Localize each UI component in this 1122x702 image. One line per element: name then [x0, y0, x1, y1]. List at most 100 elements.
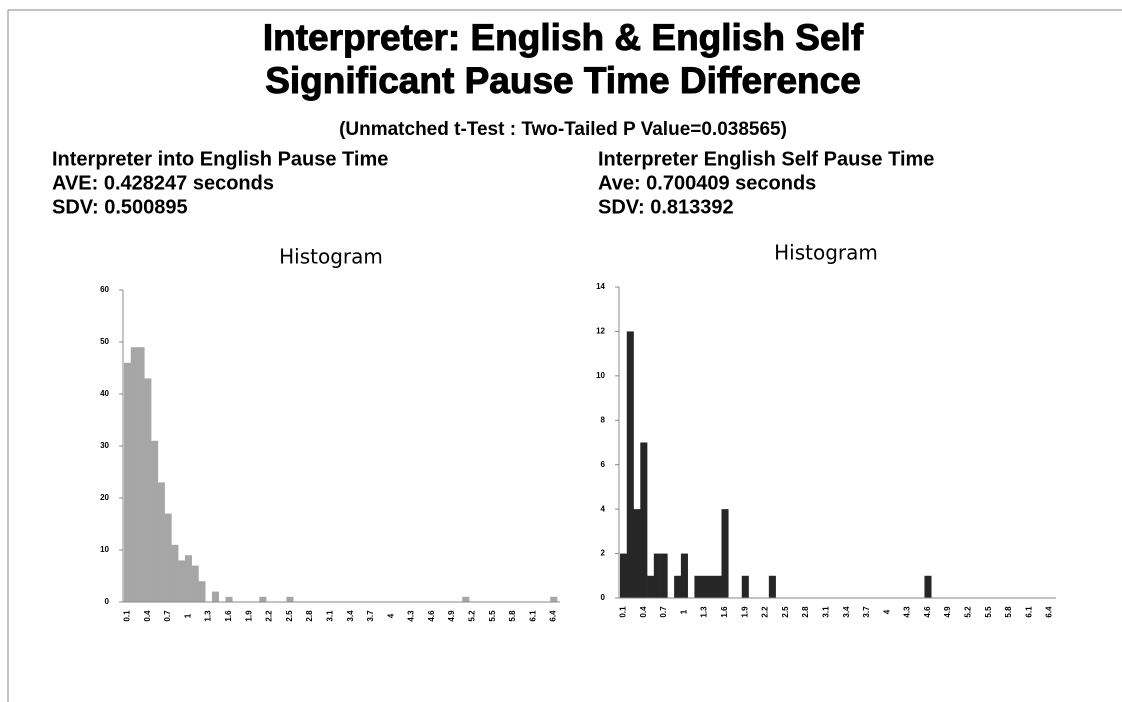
subtitle: (Unmatched t-Test : Two-Tailed P Value=0… [339, 119, 787, 140]
y-tick-label: 12 [596, 327, 605, 336]
bar [640, 442, 648, 598]
bar [462, 596, 470, 602]
y-tick-label: 40 [100, 389, 109, 398]
title-line: Significant Pause Time Difference [265, 60, 861, 101]
bar [633, 509, 641, 598]
bar [674, 575, 682, 598]
x-tick-label: 3.7 [862, 606, 871, 618]
x-tick-label: 6.4 [549, 610, 558, 622]
y-tick-label: 60 [100, 285, 109, 294]
bar [178, 560, 186, 602]
bar [130, 347, 138, 602]
x-tick-label: 1.3 [204, 610, 213, 622]
x-tick-label: 6.1 [1024, 606, 1033, 618]
x-tick-label: 3.7 [366, 610, 375, 622]
x-tick-label: 0.1 [618, 606, 627, 618]
stat-heading: Interpreter English Self Pause Time [598, 148, 934, 170]
bar [660, 553, 668, 598]
stat-ave: Ave: 0.700409 seconds [598, 172, 816, 194]
x-tick-label: 3.4 [842, 606, 851, 618]
bar [171, 544, 179, 602]
y-tick-label: 0 [601, 593, 606, 602]
x-tick-label: 2.8 [305, 610, 314, 622]
bar [286, 596, 294, 602]
bar [137, 347, 145, 602]
stat-sdv: SDV: 0.813392 [598, 196, 734, 218]
bar [550, 596, 558, 602]
bar [680, 553, 688, 598]
bar [694, 575, 702, 598]
x-tick-label: 2.2 [265, 610, 274, 622]
y-tick-label: 10 [596, 371, 605, 380]
x-tick-label: 3.4 [346, 610, 355, 622]
x-tick-label: 2.5 [285, 610, 294, 622]
bar [164, 513, 172, 602]
bar [225, 596, 233, 602]
bar [620, 553, 628, 598]
x-tick-label: 4.3 [903, 606, 912, 618]
x-tick-label: 1.9 [244, 610, 253, 622]
x-tick-label: 5.2 [468, 610, 477, 622]
bar [707, 575, 716, 598]
x-tick-label: 1.3 [700, 606, 709, 618]
bar [157, 482, 165, 602]
stat-sdv: SDV: 0.500895 [52, 196, 188, 218]
y-tick-label: 20 [100, 493, 109, 502]
bar [184, 555, 192, 602]
x-tick-label: 3.1 [325, 610, 334, 622]
stat-heading: Interpreter into English Pause Time [52, 148, 388, 170]
y-tick-label: 50 [100, 337, 109, 346]
bar [151, 440, 159, 602]
bar [124, 362, 132, 602]
chart-title: Histogram [279, 245, 383, 269]
bar [701, 575, 709, 598]
y-tick-label: 6 [601, 460, 606, 469]
y-tick-label: 4 [601, 504, 606, 513]
x-tick-label: 1 [183, 613, 192, 618]
x-tick-label: 0.4 [143, 610, 152, 622]
x-tick-label: 4.3 [407, 610, 416, 622]
x-tick-label: 0.1 [122, 610, 131, 622]
bar [198, 581, 206, 602]
y-tick-label: 10 [100, 545, 109, 554]
x-tick-label: 5.8 [508, 610, 517, 622]
y-tick-label: 0 [105, 597, 110, 606]
bar [768, 575, 776, 598]
bar [924, 575, 932, 598]
bar [211, 591, 220, 602]
title-line: Interpreter: English & English Self [263, 17, 864, 58]
stat-ave: AVE: 0.428247 seconds [52, 172, 274, 194]
x-tick-label: 4 [386, 613, 395, 618]
x-tick-label: 1 [679, 609, 688, 614]
y-tick-label: 8 [601, 415, 606, 424]
x-tick-label: 4.6 [923, 606, 932, 618]
bar [144, 378, 152, 602]
bar [653, 553, 661, 598]
x-tick-label: 2.2 [761, 606, 770, 618]
x-tick-label: 1.9 [740, 606, 749, 618]
x-tick-label: 6.4 [1045, 606, 1054, 618]
bar [647, 575, 655, 598]
x-tick-label: 5.8 [1004, 606, 1013, 618]
x-tick-label: 0.4 [639, 606, 648, 618]
x-tick-label: 0.7 [163, 610, 172, 622]
x-tick-label: 1.6 [224, 610, 233, 622]
x-tick-label: 1.6 [720, 606, 729, 618]
y-tick-label: 2 [601, 549, 606, 558]
x-tick-label: 5.5 [984, 606, 993, 618]
bar [741, 575, 749, 598]
x-tick-label: 0.7 [659, 606, 668, 618]
x-tick-label: 5.2 [964, 606, 973, 618]
x-tick-label: 6.1 [528, 610, 537, 622]
x-tick-label: 3.1 [821, 606, 830, 618]
chart-title: Histogram [774, 241, 878, 265]
bar [714, 575, 722, 598]
bar [721, 509, 729, 598]
bar [191, 565, 199, 602]
x-tick-label: 2.8 [801, 606, 810, 618]
x-tick-label: 2.5 [781, 606, 790, 618]
x-tick-label: 4 [882, 609, 891, 614]
x-tick-label: 4.9 [447, 610, 456, 622]
y-tick-label: 30 [100, 441, 109, 450]
